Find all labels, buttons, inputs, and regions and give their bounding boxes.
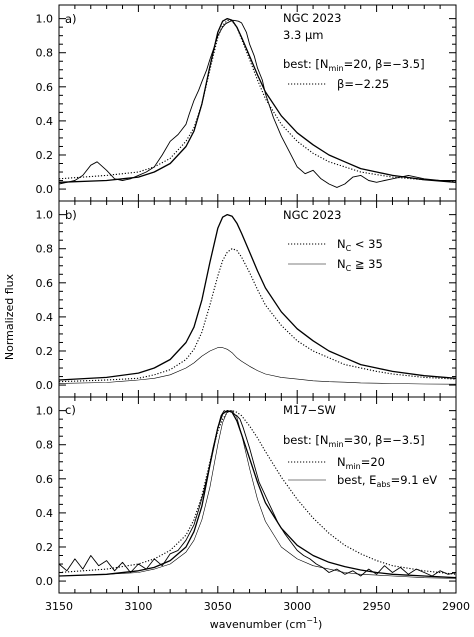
panel-c-best-legend: best: [Nmin=30, β=−3.5] bbox=[283, 433, 425, 449]
x-tick-label: 3000 bbox=[283, 600, 311, 613]
panel-c-object: M17−SW bbox=[283, 403, 336, 417]
x-tick-label: 3150 bbox=[45, 600, 73, 613]
panel-b-label: b) bbox=[65, 208, 77, 222]
panel-a-label: a) bbox=[65, 12, 77, 26]
y-tick-label: 0.0 bbox=[36, 379, 54, 392]
x-axis-label-unit: −1 bbox=[306, 616, 318, 625]
y-tick-label: 1.0 bbox=[36, 209, 54, 222]
series-observed-line bbox=[58, 410, 457, 577]
panel-c-best-rest: =30, β=−3.5] bbox=[344, 433, 425, 447]
panel-b-low-prefix: N bbox=[337, 237, 346, 251]
panel-a-object: NGC 2023 bbox=[283, 11, 341, 25]
panel-b-low-rest: < 35 bbox=[351, 237, 383, 251]
x-axis-label: wavenumber (cm−1) bbox=[210, 616, 323, 631]
panel-a-curves bbox=[58, 17, 457, 188]
panel-b-ticks: 0.0 0.2 0.4 0.6 0.8 1.0 bbox=[36, 201, 457, 397]
panel-c-alt-prefix: N bbox=[337, 455, 346, 469]
panel-c-best-prefix: best: [N bbox=[283, 433, 329, 447]
series-thin-line bbox=[58, 347, 457, 385]
y-tick-label: 0.6 bbox=[36, 81, 54, 94]
x-tick-label: 3100 bbox=[124, 600, 152, 613]
panel-c-label: c) bbox=[65, 403, 76, 417]
series-observed-line bbox=[58, 19, 456, 188]
panel-a-best-prefix: best: [N bbox=[283, 57, 329, 71]
y-tick-label: 0.2 bbox=[36, 149, 54, 162]
x-tick-labels: 3150 3100 3050 3000 2950 2900 bbox=[45, 600, 470, 613]
series-solid-line bbox=[58, 17, 457, 183]
y-tick-label: 1.0 bbox=[36, 405, 54, 418]
series-dotted-line bbox=[58, 410, 457, 575]
x-axis-label-main: wavenumber (cm bbox=[210, 618, 307, 631]
y-tick-label: 0.8 bbox=[36, 47, 54, 60]
panel-a-ticks: 0.0 0.2 0.4 0.6 0.8 1.0 bbox=[36, 5, 457, 201]
panel-a-best-rest: =20, β=−3.5] bbox=[344, 57, 425, 71]
panel-b: 0.00.20.40.60.81.0 b) NGC 2023 NC < 35 N… bbox=[36, 200, 457, 398]
panel-c-best-sub: min bbox=[329, 440, 344, 449]
panel-a: 0.0 0.2 0.4 0.6 0.8 1.0 a) NGC 2023 3.3 μm be… bbox=[36, 4, 457, 202]
panel-b-high-sub: C bbox=[346, 264, 352, 273]
y-tick-label: 0.8 bbox=[36, 243, 54, 256]
panel-c-alt-sub: min bbox=[346, 462, 361, 471]
panel-b-legend-high: NC ≧ 35 bbox=[337, 257, 383, 273]
panel-b-legend-low: NC < 35 bbox=[337, 237, 383, 253]
series-dotted-line bbox=[58, 248, 457, 383]
panel-c-eabs-prefix: best, E bbox=[337, 473, 376, 487]
y-tick-label: 0.4 bbox=[36, 311, 54, 324]
panel-b-object: NGC 2023 bbox=[283, 208, 341, 222]
y-tick-label: 0.4 bbox=[36, 115, 54, 128]
series-dotted-line bbox=[58, 19, 457, 182]
panel-c-alt-legend: Nmin=20 bbox=[337, 455, 385, 471]
panel-b-high-prefix: N bbox=[337, 257, 346, 271]
panel-b-low-sub: C bbox=[346, 244, 352, 253]
y-tick-label: 0.2 bbox=[36, 345, 54, 358]
y-tick-label: 1.0 bbox=[36, 13, 54, 26]
panel-c-curves bbox=[58, 409, 457, 579]
y-tick-label: 0.6 bbox=[36, 473, 54, 486]
panel-b-curves bbox=[58, 213, 457, 385]
panel-c-eabs-sub: abs bbox=[376, 480, 390, 489]
y-tick-label: 0.4 bbox=[36, 507, 54, 520]
y-tick-label: 0.8 bbox=[36, 439, 54, 452]
series-solid-line bbox=[58, 213, 457, 381]
panel-c-ticks: 0.0 0.2 0.4 0.6 0.8 1.0 bbox=[36, 397, 457, 593]
panel-c-eabs-legend: best, Eabs=9.1 eV bbox=[337, 473, 437, 489]
y-tick-label: 0.0 bbox=[36, 575, 54, 588]
panel-c-eabs-rest: =9.1 eV bbox=[391, 473, 438, 487]
panel-a-band: 3.3 μm bbox=[283, 28, 323, 42]
panel-a-alt-legend: β=−2.25 bbox=[337, 77, 389, 91]
panel-c-frame bbox=[58, 396, 457, 594]
y-axis-label: Normalized flux bbox=[3, 273, 16, 360]
series-solid-line bbox=[58, 409, 457, 579]
panel-a-best-legend: best: [Nmin=20, β=−3.5] bbox=[283, 57, 425, 73]
panel-c-alt-rest: =20 bbox=[361, 455, 385, 469]
y-tick-label: 0.0 bbox=[36, 183, 54, 196]
panel-b-high-rest: ≧ 35 bbox=[351, 257, 383, 271]
x-tick-label: 2950 bbox=[363, 600, 391, 613]
series-thin-line bbox=[58, 410, 457, 579]
x-axis-label-close: ) bbox=[318, 618, 322, 631]
panel-a-best-sub: min bbox=[329, 64, 344, 73]
panel-c: 0.00.20.40.60.81.0 c) M17−SW best: [Nmin… bbox=[36, 396, 457, 594]
panel-b-frame bbox=[58, 200, 457, 398]
x-tick-label: 3050 bbox=[204, 600, 232, 613]
y-tick-label: 0.6 bbox=[36, 277, 54, 290]
panel-a-frame bbox=[58, 4, 457, 202]
y-tick-label: 0.2 bbox=[36, 541, 54, 554]
x-tick-label: 2900 bbox=[442, 600, 470, 613]
